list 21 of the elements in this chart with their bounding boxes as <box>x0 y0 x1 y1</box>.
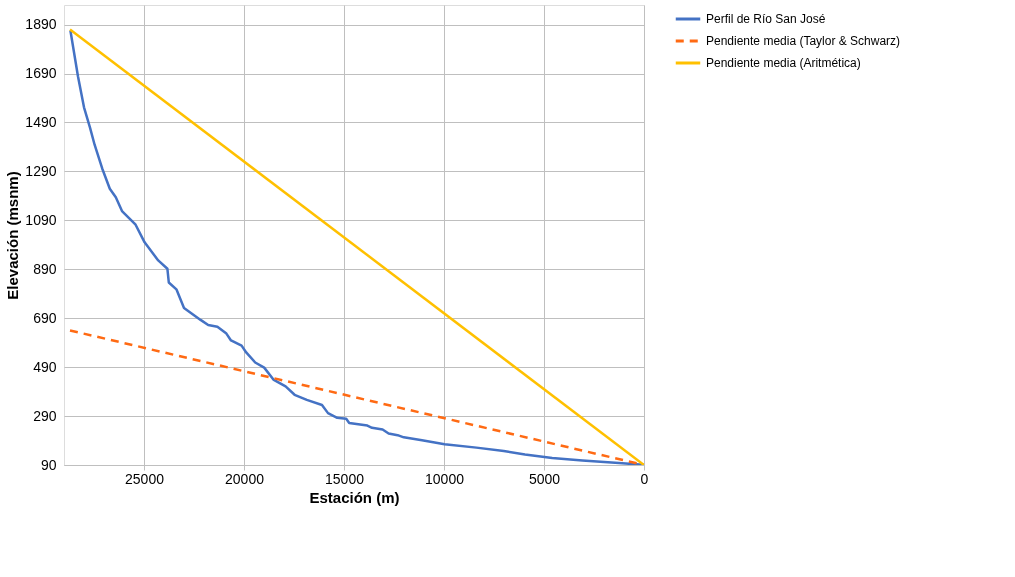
legend-label: Perfil de Río San José <box>706 12 826 26</box>
y-tick-label: 490 <box>33 358 57 375</box>
y-tick-label: 90 <box>40 456 57 473</box>
y-tick-label: 1890 <box>25 16 57 33</box>
y-tick-label: 290 <box>33 407 57 424</box>
x-tick-label: 20000 <box>225 470 265 487</box>
x-tick-label: 15000 <box>325 470 365 487</box>
y-tick-label: 1490 <box>25 113 57 130</box>
x-axis-title: Estación (m) <box>309 488 400 506</box>
y-tick-label: 1090 <box>25 211 57 228</box>
legend-label: Pendiente media (Taylor & Schwarz) <box>706 34 901 48</box>
x-tick-label: 25000 <box>125 470 165 487</box>
y-tick-label: 1690 <box>25 65 57 82</box>
x-tick-label: 5000 <box>528 470 561 487</box>
legend-label: Pendiente media (Aritmética) <box>706 56 861 70</box>
y-tick-label: 890 <box>33 260 57 277</box>
y-tick-label: 690 <box>33 309 57 326</box>
y-axis-title: Elevación (msnm) <box>4 171 22 300</box>
y-tick-label: 1290 <box>25 162 57 179</box>
x-tick-label: 10000 <box>425 470 465 487</box>
x-tick-label: 0 <box>640 470 649 487</box>
